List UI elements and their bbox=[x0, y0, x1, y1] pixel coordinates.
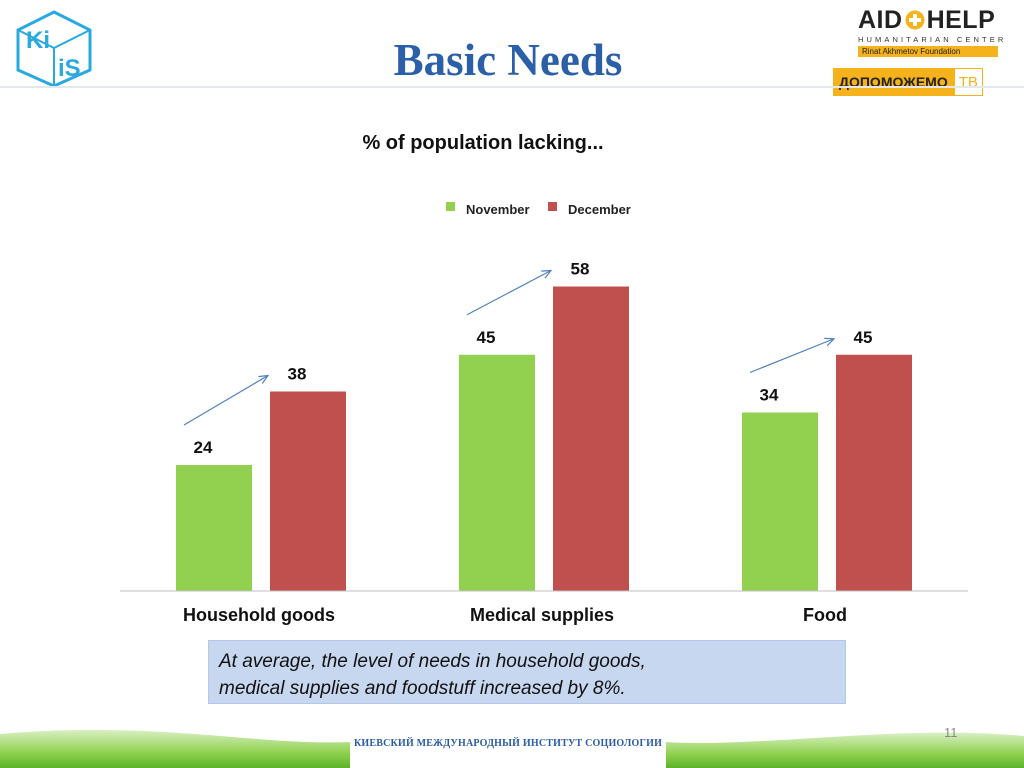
svg-text:Ki: Ki bbox=[26, 27, 50, 54]
aid-logo-left: AID bbox=[858, 5, 903, 34]
summary-note-line-1: At average, the level of needs in househ… bbox=[219, 651, 646, 672]
trend-arrow-0 bbox=[183, 376, 268, 426]
bar-december-0 bbox=[270, 391, 346, 591]
aid-help-logo: AID HELP HUMANITARIAN CENTER Rinat Akhme… bbox=[858, 6, 1008, 57]
institute-name: КИЕВСКИЙ МЕЖДУНАРОДНЫЙ ИНСТИТУТ СОЦИОЛОГ… bbox=[353, 738, 663, 749]
data-label-december-1: 58 bbox=[571, 260, 590, 279]
category-label-2: Food bbox=[803, 605, 847, 625]
data-label-december-0: 38 bbox=[288, 365, 307, 384]
bar-december-2 bbox=[836, 354, 912, 591]
page-number: 11 bbox=[944, 725, 958, 740]
legend-label-november: November bbox=[466, 202, 530, 217]
header-divider bbox=[0, 86, 1024, 88]
bar-november-1 bbox=[459, 354, 535, 591]
legend-swatch-december bbox=[548, 202, 557, 211]
data-label-december-2: 45 bbox=[854, 328, 873, 347]
data-label-november-2: 34 bbox=[760, 386, 779, 405]
bar-december-1 bbox=[553, 286, 629, 591]
aid-logo-foundation: Rinat Akhmetov Foundation bbox=[858, 46, 998, 57]
legend-label-december: December bbox=[568, 202, 631, 217]
summary-note: At average, the level of needs in househ… bbox=[208, 640, 846, 704]
chart-title: % of population lacking... bbox=[362, 132, 604, 154]
trend-arrow-1 bbox=[466, 271, 551, 316]
trend-arrow-2 bbox=[749, 339, 834, 374]
plus-circle-icon bbox=[905, 10, 925, 30]
summary-note-line-2: medical supplies and foodstuff increased… bbox=[219, 678, 626, 699]
legend-swatch-november bbox=[446, 202, 455, 211]
category-label-1: Medical supplies bbox=[470, 605, 614, 625]
bar-chart: November December 24 38 Household goods 45 58 M… bbox=[120, 202, 968, 625]
slide-title: Basic Needs bbox=[393, 35, 623, 85]
bar-november-0 bbox=[176, 465, 252, 591]
data-label-november-1: 45 bbox=[477, 328, 496, 347]
bar-november-2 bbox=[742, 412, 818, 591]
svg-text:iS: iS bbox=[58, 55, 81, 82]
category-label-0: Household goods bbox=[183, 605, 335, 625]
footer-green-wave bbox=[0, 729, 1024, 768]
data-label-november-0: 24 bbox=[194, 438, 213, 457]
aid-logo-right: HELP bbox=[926, 5, 996, 34]
aid-logo-subtitle: HUMANITARIAN CENTER bbox=[858, 35, 1007, 44]
